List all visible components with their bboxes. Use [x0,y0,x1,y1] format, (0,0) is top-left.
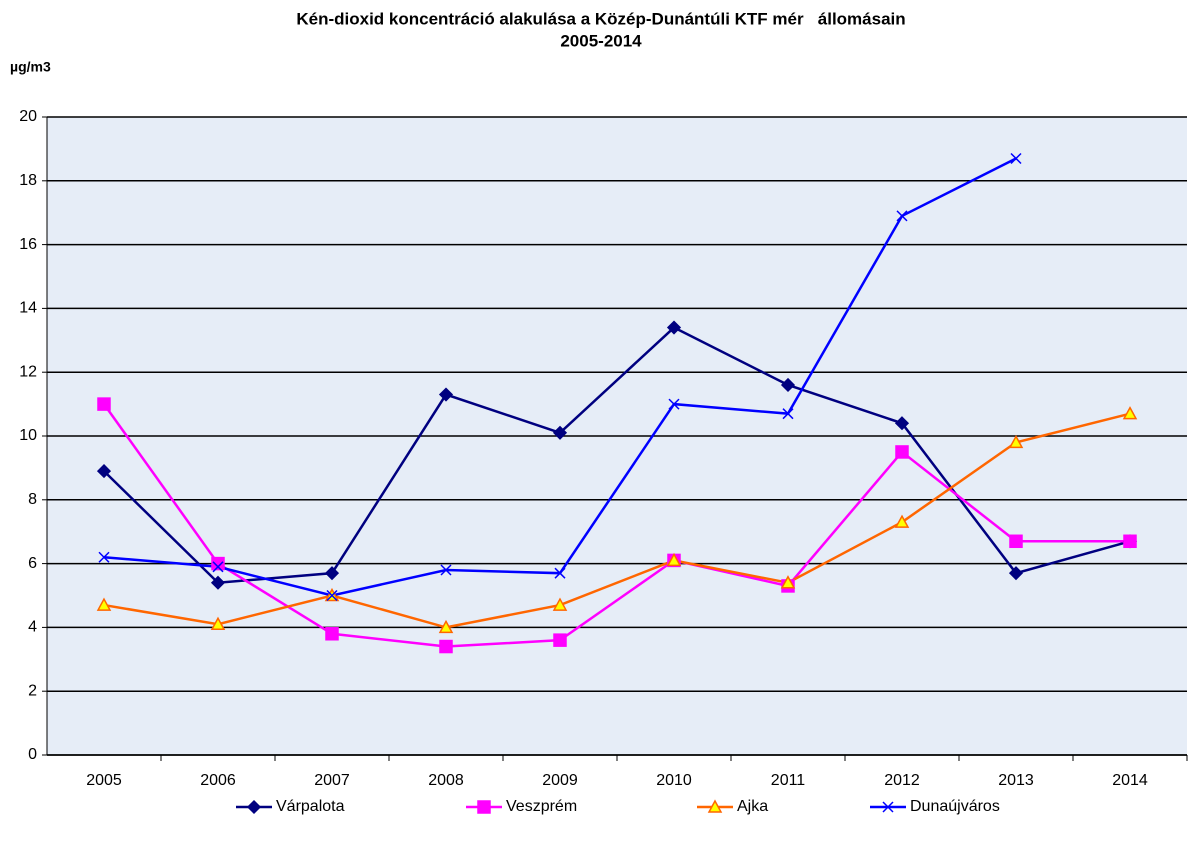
x-tick-label: 2009 [542,772,578,789]
marker [1008,434,1024,449]
marker [326,589,338,602]
marker [325,627,339,641]
marker [439,639,453,654]
x-tick-label: 2012 [884,772,920,789]
marker [210,616,226,630]
marker [212,561,224,573]
marker [477,800,491,814]
x-tick-label: 2006 [200,772,236,789]
marker [1008,566,1024,581]
marker [553,633,567,647]
marker [780,575,796,589]
marker [668,398,680,410]
x-tick-label: 2010 [656,772,692,789]
marker [895,445,909,459]
marker [246,799,262,815]
series-line [103,412,1131,629]
x-tick-label: 2013 [998,772,1034,789]
marker [896,210,908,222]
y-axis-label: µg/m3 [10,59,51,75]
marker [1123,534,1137,549]
marker [666,320,682,335]
legend-label: Ajka [737,798,768,815]
marker [552,597,568,611]
marker [1122,406,1138,420]
marker [882,801,894,813]
marker [97,397,111,411]
chart-title: Kén-dioxid koncentráció alakulása a Közé… [296,9,905,28]
legend-label: Dunaújváros [910,798,1000,815]
x-tick-label: 2007 [314,772,350,789]
marker [1009,534,1023,549]
y-tick-label: 6 [28,555,37,572]
marker [894,514,910,528]
marker [554,567,566,579]
marker [782,408,794,420]
x-tick-label: 2011 [771,772,806,789]
y-tick-label: 0 [28,746,37,763]
marker [894,416,910,431]
marker [552,425,568,440]
x-tick-label: 2014 [1112,772,1148,789]
marker [666,552,682,567]
marker [707,799,723,813]
y-tick-label: 16 [19,236,37,253]
marker [96,597,112,611]
legend-label: Várpalota [276,798,345,815]
y-tick-label: 4 [28,619,37,636]
marker [438,619,454,634]
legend-label: Veszprém [506,798,577,815]
marker [210,575,226,590]
marker [440,564,452,576]
chart-subtitle: 2005-2014 [560,31,642,50]
marker [211,556,225,571]
marker [96,464,112,479]
y-tick-label: 8 [28,491,37,508]
series-line [102,403,1130,648]
marker [324,566,340,581]
marker [780,377,796,393]
y-tick-label: 2 [28,682,37,699]
y-tick-label: 14 [19,300,37,317]
y-tick-label: 10 [19,427,37,444]
marker [1010,152,1022,165]
y-tick-label: 12 [19,363,37,380]
y-tick-label: 20 [19,108,37,125]
x-tick-label: 2005 [86,772,122,789]
x-tick-label: 2008 [428,772,464,789]
y-tick-label: 18 [19,172,37,189]
marker [98,551,110,563]
marker [438,387,454,402]
series-line [103,326,1131,585]
